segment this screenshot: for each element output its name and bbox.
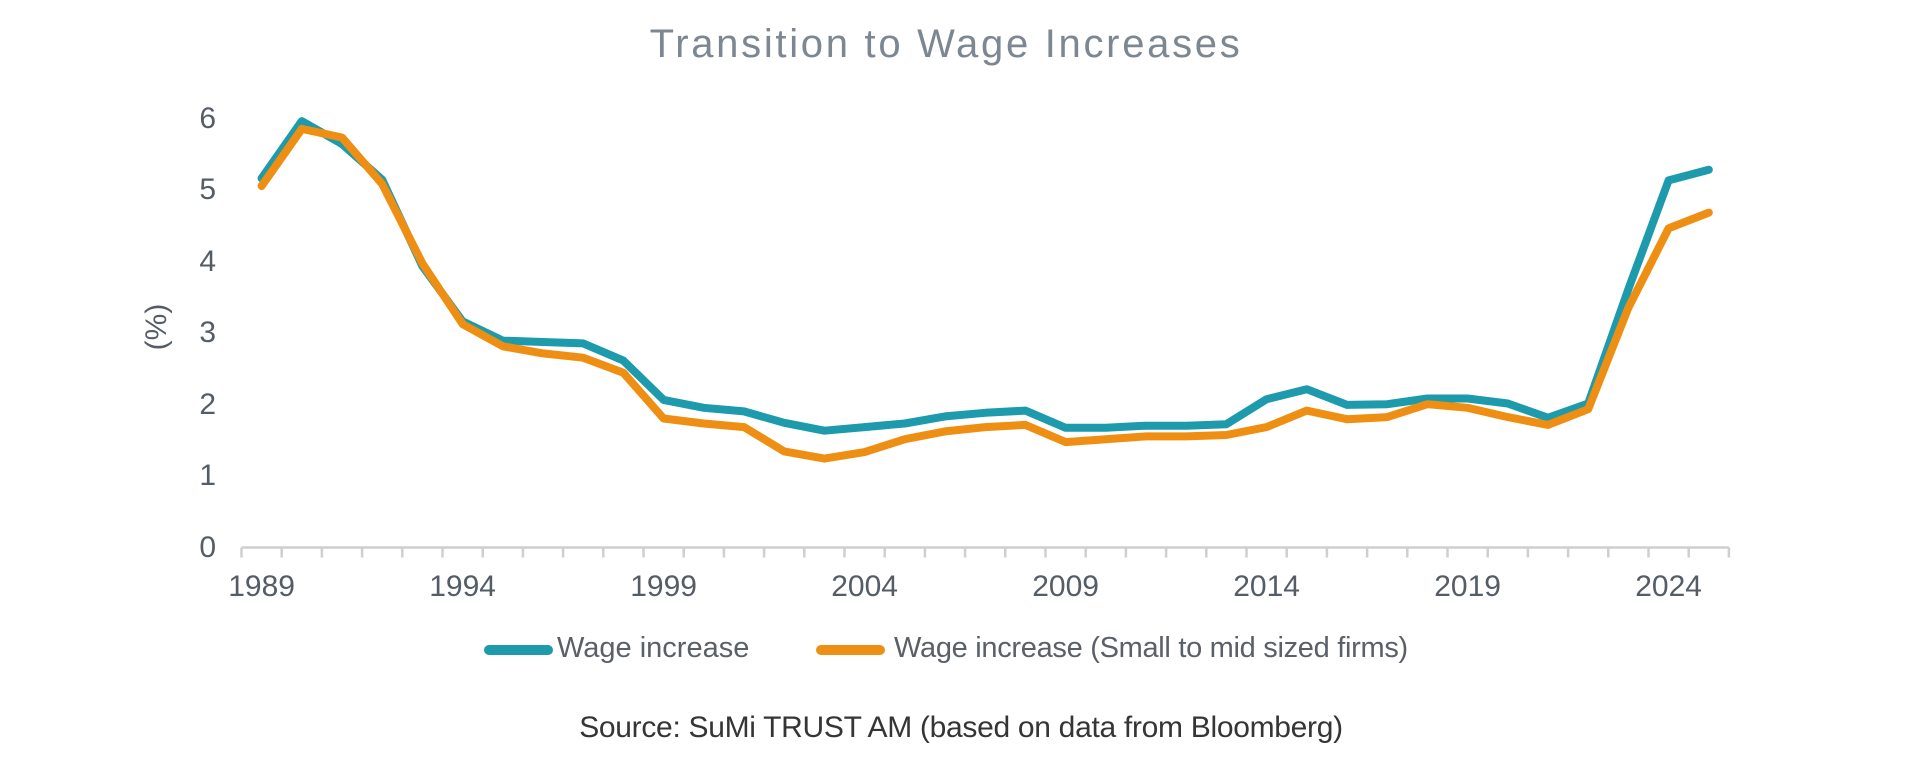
- svg-text:Wage increase (Small to mid si: Wage increase (Small to mid sized firms): [894, 632, 1408, 664]
- svg-text:1999: 1999: [630, 570, 697, 603]
- svg-text:Transition to Wage Increases: Transition to Wage Increases: [650, 22, 1243, 66]
- svg-text:1994: 1994: [429, 570, 496, 603]
- svg-text:1989: 1989: [228, 570, 295, 603]
- svg-text:2019: 2019: [1434, 570, 1501, 603]
- svg-text:1: 1: [199, 459, 216, 492]
- svg-text:2014: 2014: [1233, 570, 1300, 603]
- svg-text:4: 4: [199, 245, 216, 278]
- svg-text:2: 2: [199, 388, 216, 421]
- svg-text:(%): (%): [140, 304, 173, 351]
- svg-text:0: 0: [199, 531, 216, 564]
- svg-text:2004: 2004: [831, 570, 898, 603]
- svg-text:5: 5: [199, 173, 216, 206]
- svg-text:Source: SuMi TRUST AM (based o: Source: SuMi TRUST AM (based on data fro…: [579, 711, 1343, 744]
- svg-text:6: 6: [199, 102, 216, 135]
- svg-text:Wage increase: Wage increase: [557, 632, 749, 664]
- svg-text:3: 3: [199, 316, 216, 349]
- svg-text:2024: 2024: [1635, 570, 1702, 603]
- svg-text:2009: 2009: [1032, 570, 1099, 603]
